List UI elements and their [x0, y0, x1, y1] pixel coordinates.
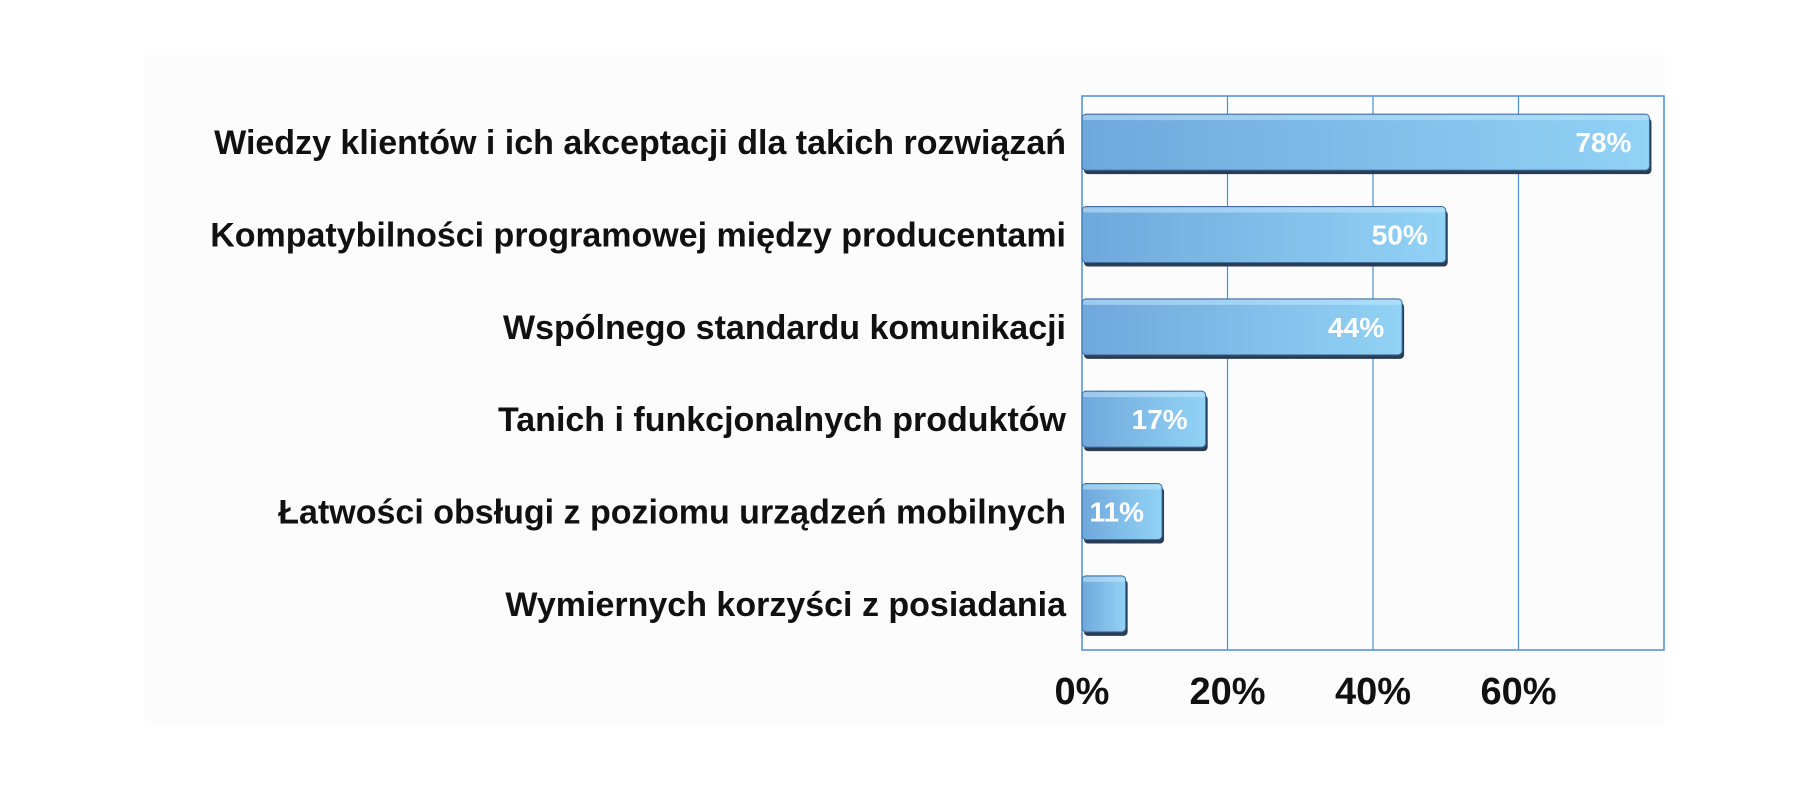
category-label: Wymiernych korzyści z posiadania: [505, 586, 1067, 624]
bars: [1081, 113, 1652, 636]
category-labels: 78% Wiedzy klientów i ich akceptacji dla …: [210, 124, 1631, 624]
bar-value-label: 17%: [1132, 404, 1188, 435]
bar-value-label: 78%: [1575, 127, 1631, 158]
bar-highlight: [1083, 299, 1402, 305]
bar-value-label: 50%: [1372, 220, 1428, 251]
bar-body: [1081, 575, 1127, 633]
bar-highlight: [1083, 576, 1125, 582]
bar: [1081, 113, 1652, 175]
bar-body: [1081, 390, 1207, 448]
bar-body: [1081, 483, 1163, 540]
bar-highlight: [1083, 484, 1162, 490]
x-axis-ticks: 0% 20% 40% 60%: [1055, 671, 1557, 713]
bar-body: [1081, 298, 1403, 356]
bar: [1081, 483, 1165, 544]
category-label: Wspólnego standardu komunikacji: [503, 309, 1066, 347]
x-tick-label: 20%: [1189, 671, 1265, 713]
category-label: Łatwości obsługi z poziomu urządzeń mobi…: [278, 494, 1066, 532]
bar-body: [1081, 113, 1650, 171]
bar-value-label: 11%: [1090, 497, 1145, 528]
bar-highlight: [1083, 115, 1649, 121]
bar-value-label: 44%: [1328, 312, 1384, 343]
bar: [1081, 206, 1448, 267]
category-label: Kompatybilności programowej między produ…: [210, 217, 1066, 255]
gridlines: [1081, 95, 1665, 651]
bar-highlight: [1083, 207, 1445, 213]
category-label: Wiedzy klientów i ich akceptacji dla tak…: [214, 124, 1066, 162]
x-tick-label: 60%: [1480, 671, 1556, 713]
bar-body: [1081, 206, 1447, 263]
category-label: Tanich i funkcjonalnych produktów: [498, 401, 1067, 439]
x-tick-label: 0%: [1055, 671, 1110, 713]
bar: [1081, 390, 1208, 452]
bar: [1081, 575, 1128, 636]
bar: [1081, 298, 1405, 359]
bar-highlight: [1083, 392, 1205, 398]
x-tick-label: 40%: [1335, 671, 1411, 713]
